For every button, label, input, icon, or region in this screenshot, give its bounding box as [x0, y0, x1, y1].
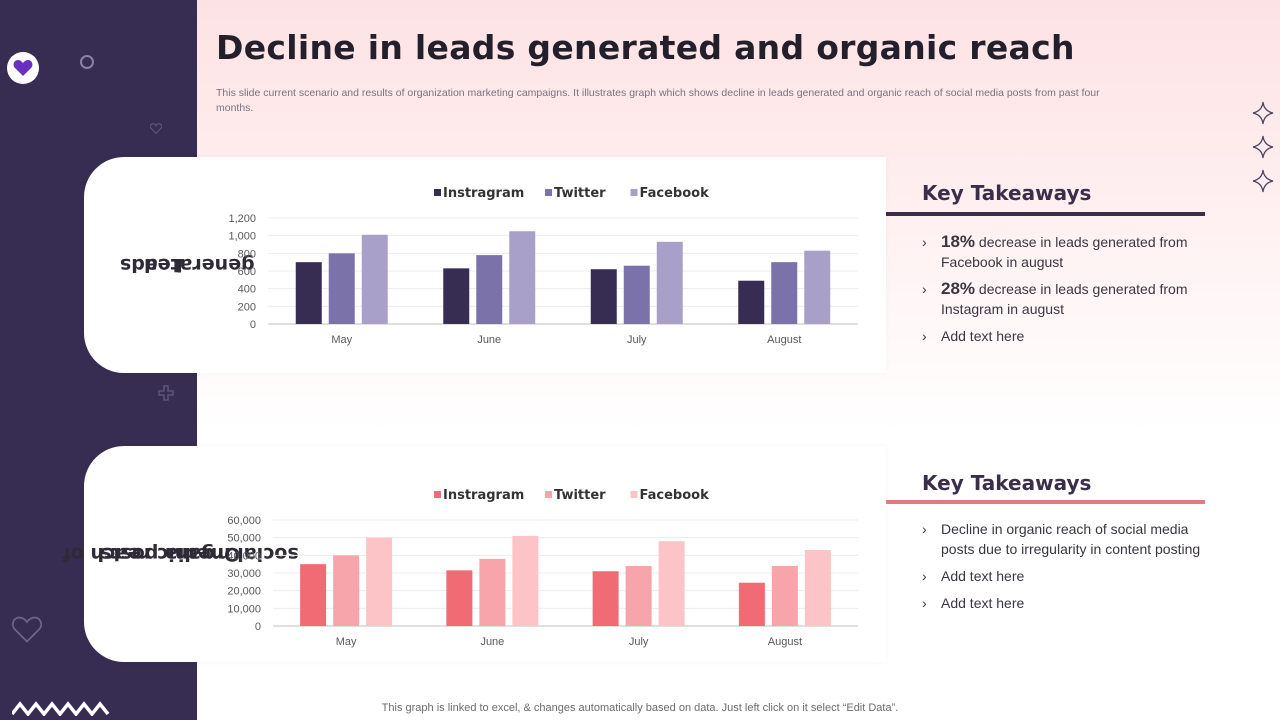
takeaways-divider-1	[886, 212, 1205, 216]
y-tick-label: 1,200	[228, 213, 256, 225]
y-tick-label: 400	[238, 284, 256, 296]
takeaways-list-1: 18% decrease in leads generated from Fac…	[922, 232, 1222, 353]
takeaway-item: Add text here	[922, 593, 1222, 613]
takeaways-title-1: Key Takeaways	[922, 181, 1092, 205]
legend-label: Twitter	[554, 186, 606, 201]
reach-bar-chart[interactable]: 0 10,000 20,000 30,000 40,000 50,000 60,000 Ins…	[200, 472, 880, 672]
legend-label: Instragram	[443, 186, 524, 201]
circle-icon	[80, 55, 94, 69]
bar-twitter-july	[625, 565, 652, 626]
y-tick-label: 30,000	[227, 568, 261, 580]
x-tick-label: June	[480, 636, 504, 648]
takeaway-item: Decline in organic reach of social media…	[922, 519, 1222, 559]
legend-swatch	[545, 491, 552, 498]
takeaways-title-2: Key Takeaways	[922, 471, 1092, 495]
legend-swatch	[545, 189, 552, 196]
takeaway-item: Add text here	[922, 566, 1222, 586]
bar-twitter-july	[623, 265, 650, 324]
bar-instragram-august	[738, 582, 765, 626]
reach-vertical-label: Organic reach of social media posts	[62, 446, 298, 662]
small-heart-icon	[150, 123, 162, 134]
bar-twitter-june	[476, 255, 503, 324]
bar-twitter-may	[328, 253, 355, 324]
bar-facebook-july	[656, 241, 683, 324]
takeaway-item: Add text here	[922, 326, 1222, 346]
leads-vertical-label: Leads generated	[120, 157, 255, 373]
y-tick-label: 0	[255, 621, 261, 633]
bar-instragram-august	[738, 280, 765, 324]
y-tick-label: 600	[238, 266, 256, 278]
bar-twitter-may	[333, 555, 360, 626]
bar-instragram-june	[443, 268, 470, 324]
y-tick-label: 20,000	[227, 586, 261, 598]
bar-facebook-may	[361, 234, 388, 324]
x-tick-label: May	[336, 636, 357, 648]
legend-swatch	[630, 491, 638, 498]
y-tick-label: 40,000	[227, 550, 261, 562]
plus-icon	[158, 385, 174, 401]
takeaways-list-2: Decline in organic reach of social media…	[922, 519, 1222, 620]
legend-label: Facebook	[640, 186, 710, 201]
bar-twitter-august	[771, 565, 798, 626]
heart-icon	[13, 60, 33, 76]
leads-bar-chart[interactable]: 0 200 400 600 800 1,000 1,200 Instragram Twitter…	[200, 170, 880, 370]
bar-facebook-june	[512, 535, 539, 626]
bar-facebook-july	[658, 541, 685, 626]
heart-badge	[7, 52, 39, 84]
y-tick-label: 60,000	[227, 515, 261, 527]
x-tick-label: August	[767, 334, 801, 346]
bar-facebook-august	[804, 550, 831, 626]
bar-instragram-july	[590, 269, 617, 324]
y-tick-label: 1,000	[228, 231, 256, 243]
bar-instragram-july	[592, 571, 619, 626]
bar-instragram-june	[446, 570, 473, 626]
y-tick-label: 800	[238, 248, 256, 260]
page-subtitle: This slide current scenario and results …	[216, 87, 1100, 114]
legend-swatch	[434, 189, 441, 196]
y-tick-label: 0	[250, 319, 256, 331]
bar-instragram-may	[300, 564, 327, 626]
footer-note: This graph is linked to excel, & changes…	[381, 702, 899, 714]
x-tick-label: July	[629, 636, 649, 648]
x-tick-label: June	[477, 334, 501, 346]
x-tick-label: May	[331, 334, 352, 346]
bar-twitter-june	[479, 558, 506, 626]
bar-twitter-august	[771, 262, 798, 324]
sparkle-star-icon	[1252, 101, 1274, 193]
outline-heart-icon	[12, 616, 42, 643]
bar-facebook-june	[509, 231, 536, 324]
legend-swatch	[630, 189, 638, 196]
zigzag-icon	[12, 701, 110, 716]
takeaway-item: 28% decrease in leads generated from Ins…	[922, 279, 1222, 319]
y-tick-label: 200	[238, 301, 256, 313]
x-tick-label: August	[768, 636, 802, 648]
y-tick-label: 10,000	[227, 603, 261, 615]
takeaways-divider-2	[886, 500, 1205, 504]
x-tick-label: July	[627, 334, 647, 346]
legend-label: Twitter	[554, 488, 606, 503]
page-title: Decline in leads generated and organic r…	[216, 28, 1075, 67]
bar-facebook-may	[366, 537, 393, 626]
bar-instragram-may	[295, 262, 322, 324]
y-tick-label: 50,000	[227, 533, 261, 545]
legend-label: Facebook	[640, 488, 710, 503]
takeaway-item: 18% decrease in leads generated from Fac…	[922, 232, 1222, 272]
legend-label: Instragram	[443, 488, 524, 503]
bar-facebook-august	[804, 250, 831, 324]
legend-swatch	[434, 491, 441, 498]
